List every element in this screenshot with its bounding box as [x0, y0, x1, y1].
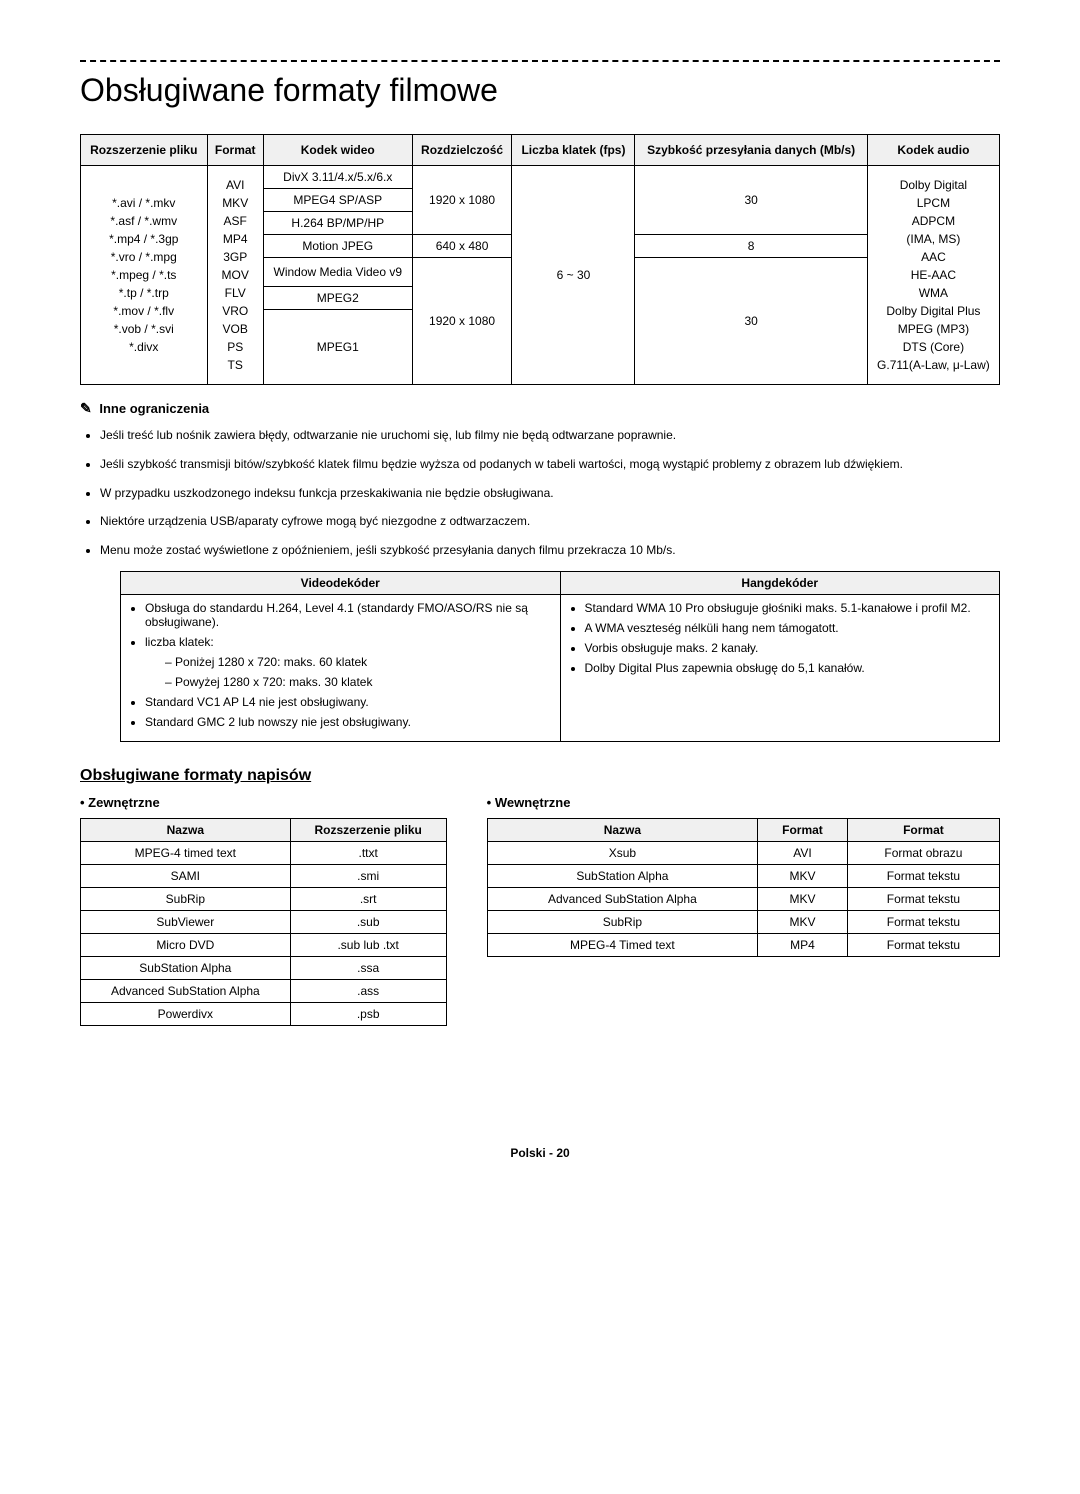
th-resolution: Rozdzielczość [412, 135, 512, 166]
cell-vcodec4: Motion JPEG [263, 235, 412, 258]
cell-vcodec1: DivX 3.11/4.x/5.x/6.x [263, 166, 412, 189]
int-row: Format tekstu [847, 887, 999, 910]
audiodec-item: Dolby Digital Plus zapewnia obsługę do 5… [585, 661, 990, 675]
th-ext-ext: Rozszerzenie pliku [290, 818, 446, 841]
cell-extensions: *.avi / *.mkv *.asf / *.wmv *.mp4 / *.3g… [81, 166, 208, 385]
cell-audiodecoder: Standard WMA 10 Pro obsługuje głośniki m… [560, 594, 1000, 741]
int-row: MKV [758, 864, 848, 887]
restriction-item: Niektóre urządzenia USB/aparaty cyfrowe … [100, 513, 1000, 530]
int-row: MKV [758, 910, 848, 933]
page-footer: Polski - 20 [80, 1146, 1000, 1160]
note-icon: ✎ [80, 400, 92, 416]
ext-row: .psb [290, 1002, 446, 1025]
page-title: Obsługiwane formaty filmowe [80, 72, 1000, 109]
th-int-format: Format [758, 818, 848, 841]
int-row: Format tekstu [847, 933, 999, 956]
restrictions-heading-text: Inne ograniczenia [99, 401, 209, 416]
int-row: MP4 [758, 933, 848, 956]
ext-row: .ttxt [290, 841, 446, 864]
audiodec-item: Standard WMA 10 Pro obsługuje głośniki m… [585, 601, 990, 615]
ext-row: Advanced SubStation Alpha [81, 979, 291, 1002]
audiodec-item: A WMA veszteség nélküli hang nem támogat… [585, 621, 990, 635]
cell-bitrate1: 30 [635, 166, 867, 235]
int-row: Advanced SubStation Alpha [487, 887, 757, 910]
external-table: Nazwa Rozszerzenie pliku MPEG-4 timed te… [80, 818, 447, 1026]
cell-acodec: Dolby Digital LPCM ADPCM (IMA, MS) AAC H… [867, 166, 999, 385]
cell-vcodec3: H.264 BP/MP/HP [263, 212, 412, 235]
cell-videodecoder: Obsługa do standardu H.264, Level 4.1 (s… [121, 594, 561, 741]
ext-row: .srt [290, 887, 446, 910]
cell-vcodec7: MPEG1 [263, 310, 412, 385]
restrictions-list: Jeśli treść lub nośnik zawiera błędy, od… [80, 427, 1000, 559]
cell-fps: 6 ~ 30 [512, 166, 635, 385]
th-int-name: Nazwa [487, 818, 757, 841]
int-row: Format tekstu [847, 910, 999, 933]
internal-table: Nazwa Format Format XsubAVIFormat obrazu… [487, 818, 1000, 957]
videodec-subitem: Poniżej 1280 x 720: maks. 60 klatek [165, 655, 550, 669]
int-row: Format tekstu [847, 864, 999, 887]
int-row: MKV [758, 887, 848, 910]
ext-row: MPEG-4 timed text [81, 841, 291, 864]
int-row: Xsub [487, 841, 757, 864]
restriction-item: Jeśli szybkość transmisji bitów/szybkość… [100, 456, 1000, 473]
ext-row: .ass [290, 979, 446, 1002]
th-bitrate: Szybkość przesyłania danych (Mb/s) [635, 135, 867, 166]
videodec-item: Obsługa do standardu H.264, Level 4.1 (s… [145, 601, 550, 629]
external-title: Zewnętrzne [88, 795, 160, 810]
int-row: Format obrazu [847, 841, 999, 864]
restriction-item: W przypadku uszkodzonego indeksu funkcja… [100, 485, 1000, 502]
cell-res3: 1920 x 1080 [412, 258, 512, 385]
ext-row: SAMI [81, 864, 291, 887]
cell-res2: 640 x 480 [412, 235, 512, 258]
th-ext: Rozszerzenie pliku [81, 135, 208, 166]
cell-res1: 1920 x 1080 [412, 166, 512, 235]
internal-title: Wewnętrzne [495, 795, 571, 810]
internal-subtitles: • Wewnętrzne Nazwa Format Format XsubAVI… [487, 795, 1000, 1026]
th-int-format2: Format [847, 818, 999, 841]
int-row: AVI [758, 841, 848, 864]
int-row: SubRip [487, 910, 757, 933]
ext-row: .ssa [290, 956, 446, 979]
cell-bitrate3: 30 [635, 258, 867, 385]
restriction-item: Menu może zostać wyświetlone z opóźnieni… [100, 542, 1000, 559]
cell-formats: AVI MKV ASF MP4 3GP MOV FLV VRO VOB PS T… [207, 166, 263, 385]
ext-row: Powerdivx [81, 1002, 291, 1025]
videodec-item: Standard VC1 AP L4 nie jest obsługiwany. [145, 695, 550, 709]
ext-row: SubViewer [81, 910, 291, 933]
cell-bitrate2: 8 [635, 235, 867, 258]
ext-row: Micro DVD [81, 933, 291, 956]
cell-vcodec5: Window Media Video v9 [263, 258, 412, 287]
videodec-item: liczba klatek: [145, 635, 214, 649]
decoder-table: Videodekóder Hangdekóder Obsługa do stan… [120, 571, 1000, 742]
restriction-item: Jeśli treść lub nośnik zawiera błędy, od… [100, 427, 1000, 444]
th-videodecoder: Videodekóder [121, 571, 561, 594]
int-row: MPEG-4 Timed text [487, 933, 757, 956]
int-row: SubStation Alpha [487, 864, 757, 887]
cell-vcodec2: MPEG4 SP/ASP [263, 189, 412, 212]
th-fps: Liczba klatek (fps) [512, 135, 635, 166]
th-vcodec: Kodek wideo [263, 135, 412, 166]
th-format: Format [207, 135, 263, 166]
th-ext-name: Nazwa [81, 818, 291, 841]
videodec-subitem: Powyżej 1280 x 720: maks. 30 klatek [165, 675, 550, 689]
cell-vcodec6: MPEG2 [263, 287, 412, 310]
audiodec-item: Vorbis obsługuje maks. 2 kanały. [585, 641, 990, 655]
th-audiodecoder: Hangdekóder [560, 571, 1000, 594]
ext-row: .sub [290, 910, 446, 933]
external-subtitles: • Zewnętrzne Nazwa Rozszerzenie pliku MP… [80, 795, 447, 1026]
ext-row: .smi [290, 864, 446, 887]
videodec-item: Standard GMC 2 lub nowszy nie jest obsłu… [145, 715, 550, 729]
restrictions-heading: ✎ Inne ograniczenia [80, 400, 1000, 417]
ext-row: .sub lub .txt [290, 933, 446, 956]
ext-row: SubRip [81, 887, 291, 910]
subtitles-heading: Obsługiwane formaty napisów [80, 767, 1000, 785]
th-acodec: Kodek audio [867, 135, 999, 166]
ext-row: SubStation Alpha [81, 956, 291, 979]
formats-table: Rozszerzenie pliku Format Kodek wideo Ro… [80, 134, 1000, 385]
